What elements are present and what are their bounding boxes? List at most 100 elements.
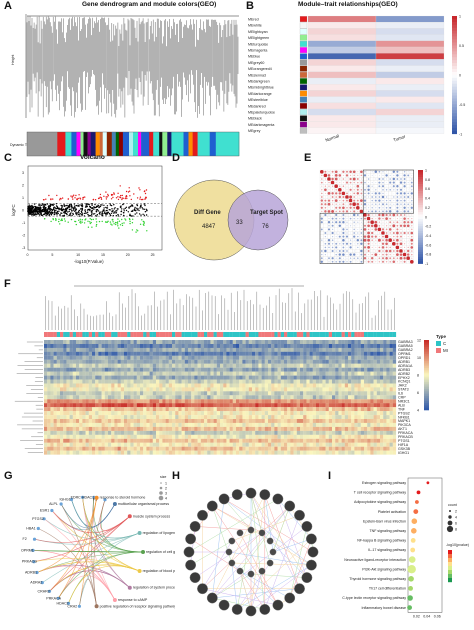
volcano-point <box>38 214 41 216</box>
heatmap-cell <box>386 351 390 356</box>
heatmap-cell <box>255 340 259 345</box>
tree-cut-segment <box>83 132 88 156</box>
heatmap-cell <box>200 403 205 408</box>
heatmap-cell <box>143 379 147 384</box>
heatmap-cell <box>159 375 163 380</box>
heatmap-cell <box>373 340 377 345</box>
corr-circle <box>350 214 352 216</box>
volcano-point <box>29 213 31 215</box>
corr-circle <box>328 214 330 216</box>
heatmap-cell <box>380 395 384 400</box>
heatmap-cell <box>133 395 137 400</box>
volcano-xtick: 10 <box>76 253 80 257</box>
heatmap-cell <box>152 375 157 380</box>
volcano-point <box>123 210 125 212</box>
heatmap-cell <box>117 347 121 352</box>
corr-circle <box>400 175 402 176</box>
heatmap-cell <box>245 363 249 368</box>
volcano-point <box>110 204 113 207</box>
volcano-point <box>44 210 46 213</box>
heatmap-cell <box>364 403 368 408</box>
heatmap-cell <box>200 391 205 396</box>
volcano-point <box>32 211 34 213</box>
corr-circle <box>407 221 410 224</box>
heatmap-cell <box>175 407 179 412</box>
corr-circle <box>368 254 370 256</box>
corr-circle <box>349 260 352 263</box>
heatmap-cell <box>383 395 387 400</box>
tree-cut-segment <box>87 132 91 156</box>
heatmap-cell <box>280 375 285 380</box>
heatmap-cell <box>300 347 304 352</box>
heatmap-cell <box>181 340 185 345</box>
volcano-point <box>98 220 101 223</box>
volcano-point <box>129 213 131 215</box>
heatmap-cell <box>248 379 253 384</box>
heatmap-cell <box>146 391 150 396</box>
heatmap-cell <box>108 391 112 396</box>
heatmap-cell <box>223 355 227 360</box>
heatmap-cell <box>344 355 349 360</box>
heatmap-cell <box>213 387 217 392</box>
tree-cut-segment <box>76 132 81 156</box>
heatmap-cell <box>66 344 70 349</box>
heatmap-cell <box>184 375 189 380</box>
volcano-point <box>98 205 100 207</box>
heatmap-cell <box>149 395 153 400</box>
heatmap-cell <box>92 379 96 384</box>
heatmap-cell <box>120 351 125 356</box>
heatmap-cell <box>146 383 150 388</box>
corr-circle <box>339 243 341 245</box>
heatmap-cell <box>242 403 246 408</box>
heatmap-cell <box>111 344 115 349</box>
volcano-point <box>71 207 73 209</box>
heatmap-cell <box>229 403 233 408</box>
heatmap-cell <box>191 371 195 376</box>
heatmap-cell <box>376 407 381 412</box>
volcano-point <box>51 203 54 206</box>
corr-circle <box>396 235 399 238</box>
heatmap-cell <box>85 399 89 404</box>
heatmap-cell <box>72 383 77 388</box>
corr-circle <box>346 218 348 220</box>
type-bar-cell <box>386 332 390 337</box>
heatmap-cell <box>344 359 349 364</box>
heatmap-cell <box>226 387 230 392</box>
volcano-ytick: -3 <box>22 246 25 250</box>
heatmap-cell <box>210 391 214 396</box>
heatmap-cell <box>341 395 345 400</box>
volcano-point <box>95 225 98 227</box>
heatmap-cell <box>63 399 67 404</box>
scale-step <box>452 86 457 90</box>
heatmap-cell <box>348 351 352 356</box>
heatmap-cell <box>293 407 297 412</box>
volcano-point <box>75 204 78 207</box>
corr-circle <box>407 195 410 199</box>
heatmap-cell <box>236 395 240 400</box>
volcano-point <box>138 209 140 212</box>
heatmap-cell <box>232 359 237 364</box>
corr-circle <box>364 192 366 195</box>
heatmap-cell <box>207 399 211 404</box>
corr-circle <box>378 236 380 238</box>
heatmap-cell <box>348 407 352 412</box>
corr-circle <box>363 235 367 238</box>
volcano-point <box>142 208 144 210</box>
corr-scale-tick: 0.4 <box>425 197 430 201</box>
heatmap-cell <box>181 379 185 384</box>
corr-circle <box>339 185 341 187</box>
type-bar-cell <box>354 332 358 337</box>
heatmap-cell <box>232 375 237 380</box>
scale-step <box>452 39 457 43</box>
heatmap-cell <box>220 387 224 392</box>
heatmap-cell <box>63 383 67 388</box>
heatmap-cell <box>264 363 269 368</box>
heatmap-cell <box>200 387 205 392</box>
heatmap-cell <box>79 403 83 408</box>
heatmap-cell <box>88 407 93 412</box>
corr-circle <box>324 246 327 249</box>
heatmap-cell <box>178 403 182 408</box>
volcano-ytick: 1 <box>22 196 24 200</box>
heatmap-cell <box>104 375 109 380</box>
heatmap-cell <box>376 344 381 349</box>
